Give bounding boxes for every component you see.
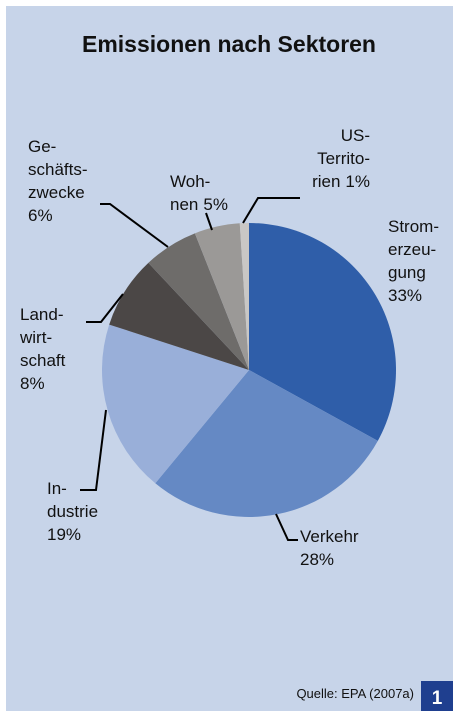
slice-label: Land-wirt-schaft 8%	[19, 305, 66, 393]
chart-title: Emissionen nach Sektoren	[82, 31, 376, 57]
pie-slice	[194, 223, 249, 370]
category-label: rien	[312, 172, 340, 191]
category-label: gung	[388, 263, 426, 282]
slice-label: In-dustrie 19%	[47, 479, 98, 544]
pie-slice	[102, 324, 249, 484]
value-label: 6%	[28, 206, 53, 225]
badge-box	[421, 681, 453, 711]
category-label: In-	[47, 479, 67, 498]
source: Quelle: EPA (2007a)	[296, 686, 414, 701]
pie-slice	[148, 233, 249, 370]
leader-line	[205, 212, 213, 231]
category-label: wirt-	[19, 328, 52, 347]
value-label: 28%	[300, 550, 334, 569]
leader-line	[100, 203, 169, 248]
category-label: Ge-	[28, 137, 56, 156]
category-label: Strom-	[388, 217, 439, 236]
pie-slice	[155, 370, 378, 517]
slice-label: Verkehr 28%	[300, 527, 359, 569]
slice-label: Strom-erzeu-gung 33%	[388, 217, 439, 305]
leader-line	[242, 197, 300, 224]
leader-line	[275, 513, 298, 541]
pie-slice	[109, 262, 249, 370]
pie-slice	[249, 223, 397, 441]
category-label: schäfts-	[28, 160, 88, 179]
slice-label: Woh-nen 5%	[170, 172, 228, 214]
category-label: Verkehr	[300, 527, 359, 546]
value-label: 5%	[203, 195, 228, 214]
badge: 1	[432, 688, 443, 709]
leader-line	[80, 409, 107, 491]
category-label: erzeu-	[388, 240, 436, 259]
value-label: 19%	[47, 525, 81, 544]
category-label: zwecke	[28, 183, 85, 202]
category-label: dustrie	[47, 502, 98, 521]
value-label: 33%	[388, 286, 422, 305]
leader-line	[86, 293, 124, 323]
slice-label: US- Territo-rien 1%	[312, 126, 370, 191]
slice-label: Ge-schäfts-zwecke 6%	[28, 137, 88, 225]
value-label: 8%	[20, 374, 45, 393]
category-label: Land-	[20, 305, 63, 324]
pie-slice	[239, 223, 249, 370]
category-label: Territo-	[317, 149, 370, 168]
value-label: 1%	[345, 172, 370, 191]
category-label: nen	[170, 195, 198, 214]
category-label: schaft	[20, 351, 66, 370]
category-label: US-	[341, 126, 370, 145]
category-label: Woh-	[170, 172, 210, 191]
